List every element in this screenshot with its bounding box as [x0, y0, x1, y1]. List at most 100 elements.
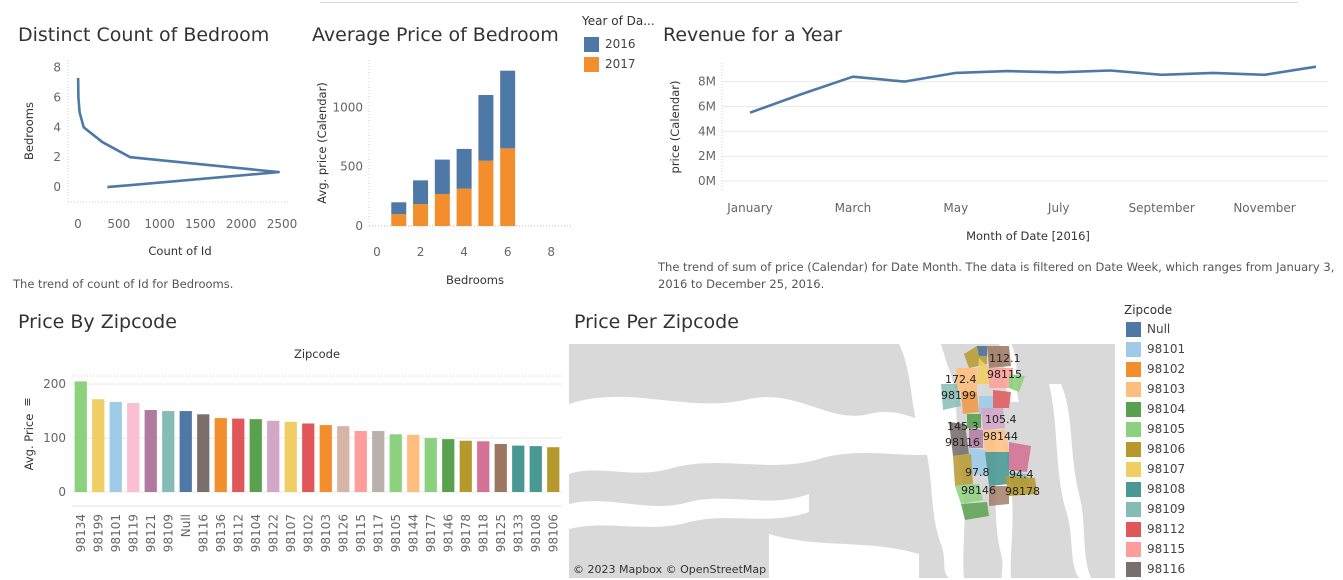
bar-2017 [478, 160, 494, 226]
bar-2016 [391, 202, 407, 215]
y-tick-label: 1000 [332, 100, 363, 114]
zipcode-region[interactable] [1009, 374, 1025, 392]
bar-2017 [500, 148, 516, 226]
y-tick-label: 6M [698, 99, 716, 113]
x-tick-label: September [1128, 201, 1194, 215]
zipcode-region[interactable] [977, 346, 987, 356]
zipcode-bar [284, 421, 297, 492]
map-attribution[interactable]: © 2023 Mapbox © OpenStreetMap [573, 563, 767, 576]
x-tick-label: 98117 [371, 514, 385, 552]
zipcode-region[interactable] [989, 486, 1009, 506]
zipcode-legend-item[interactable]: 98103 [1126, 381, 1185, 397]
zipcode-bar [372, 431, 385, 492]
bar-2016 [500, 70, 516, 149]
legend-swatch [1126, 382, 1141, 397]
zipcode-bar [442, 439, 455, 492]
x-tick-label: 0 [74, 217, 82, 231]
map-water [569, 396, 959, 474]
legend-swatch [1126, 322, 1141, 337]
zipcode-legend-item[interactable]: 98107 [1126, 461, 1185, 477]
x-tick-label: 98136 [214, 514, 228, 552]
year-legend-title: Year of Da... [582, 14, 655, 28]
bedroom-count-chart[interactable]: 0 2 4 6 8 0 500 1000 1500 2000 2500 Count of Id Bedr… [0, 50, 310, 270]
bar-2016 [456, 148, 472, 189]
x-tick-label: 4 [460, 245, 468, 259]
map-canvas[interactable]: 112.1 98115 172.4 98199 105.4 145.3 9814… [569, 344, 1115, 578]
zipcode-region[interactable] [961, 392, 979, 414]
avg-price-bedroom-chart[interactable]: 0 500 1000 0 2 4 6 8 Bedrooms Avg. price (Calenda… [305, 50, 580, 295]
y-tick-label: 500 [340, 160, 363, 174]
zipcode-regions[interactable] [941, 346, 1037, 520]
x-tick-label: 1000 [144, 217, 175, 231]
x-tick-label: January [726, 201, 773, 215]
price-by-zipcode-chart[interactable]: Zipcode 0 100 200 Avg. Price ≡ 98134 98199 98101… [0, 340, 565, 580]
year-legend-item-2016[interactable]: 2016 [584, 36, 636, 52]
zipcode-region[interactable] [1009, 442, 1031, 472]
zipcode-legend-item[interactable]: 98102 [1126, 361, 1185, 377]
legend-swatch [1126, 542, 1141, 557]
zipcode-legend-item[interactable]: 98101 [1126, 341, 1185, 357]
map-label: 98115 [987, 368, 1022, 381]
y-tick-label: 0 [53, 180, 61, 194]
x-tick-label: 98107 [284, 514, 298, 552]
legend-label: Null [1147, 322, 1171, 336]
x-tick-label: 0 [373, 245, 381, 259]
zipcode-region[interactable] [969, 428, 983, 448]
zipcode-region[interactable] [981, 408, 1005, 430]
legend-label: 98104 [1147, 402, 1186, 416]
zipcode-bar [162, 411, 175, 492]
zipcode-region[interactable] [969, 448, 987, 476]
sort-icon: ≡ [21, 397, 34, 406]
zipcode-region[interactable] [993, 390, 1011, 408]
y-tick-label: 0M [698, 174, 716, 188]
y-tick-label: 8M [698, 75, 716, 89]
zipcode-region[interactable] [989, 368, 1013, 388]
map-label: 98144 [983, 430, 1018, 443]
map-water [1049, 384, 1091, 578]
x-tick-label: 2 [417, 245, 425, 259]
avg-price-bedroom-title: Average Price of Bedroom [312, 24, 559, 46]
zipcode-region[interactable] [961, 502, 989, 520]
zipcode-region[interactable] [955, 368, 977, 392]
x-tick-label: 98109 [161, 514, 175, 552]
map-water [769, 534, 919, 578]
zipcode-region[interactable] [1005, 476, 1037, 496]
zipcode-legend-item[interactable]: 98109 [1126, 501, 1185, 517]
zipcode-bar [354, 431, 367, 492]
zipcode-region[interactable] [983, 430, 1009, 454]
zipcode-bar [179, 411, 192, 492]
zipcode-legend-item[interactable]: 98112 [1126, 521, 1185, 537]
zipcode-legend-item[interactable]: Null [1126, 321, 1170, 337]
y-tick-label: 4 [53, 120, 61, 134]
legend-swatch [584, 57, 599, 72]
zipcode-legend-item[interactable]: 98116 [1126, 561, 1185, 577]
y-tick-label: 2M [698, 149, 716, 163]
legend-swatch [1126, 342, 1141, 357]
zipcode-legend-item[interactable]: 98106 [1126, 441, 1185, 457]
zipcode-region[interactable] [941, 384, 961, 410]
zipcode-legend-item[interactable]: 98105 [1126, 421, 1185, 437]
zipcode-legend-item[interactable]: 98115 [1126, 541, 1185, 557]
x-tick-label: 98105 [389, 514, 403, 552]
zipcode-bar [477, 441, 490, 492]
zipcode-bar [109, 401, 122, 492]
revenue-year-chart[interactable]: 0M 2M 4M 6M 8M January March May July September No… [660, 55, 1340, 250]
x-tick-label: 98108 [529, 514, 543, 552]
zipcode-region[interactable] [987, 346, 1011, 368]
bar-2017 [413, 204, 429, 226]
zipcode-region[interactable] [985, 452, 1009, 486]
zipcode-region[interactable] [977, 358, 989, 384]
x-tick-label: 98125 [494, 514, 508, 552]
zipcode-region[interactable] [953, 454, 973, 486]
zipcode-region[interactable] [949, 422, 969, 456]
zipcode-region[interactable] [955, 484, 983, 504]
zipcode-map[interactable]: 112.1 98115 172.4 98199 105.4 145.3 9814… [569, 344, 1115, 578]
year-legend-item-2017[interactable]: 2017 [584, 56, 636, 72]
zipcode-region[interactable] [967, 414, 981, 428]
legend-swatch [1126, 362, 1141, 377]
zipcode-legend-item[interactable]: 98104 [1126, 401, 1185, 417]
zipcode-bar [407, 434, 420, 492]
column-header: Zipcode [294, 347, 340, 361]
zipcode-legend-item[interactable]: 98108 [1126, 481, 1185, 497]
legend-label: 98102 [1147, 362, 1186, 376]
